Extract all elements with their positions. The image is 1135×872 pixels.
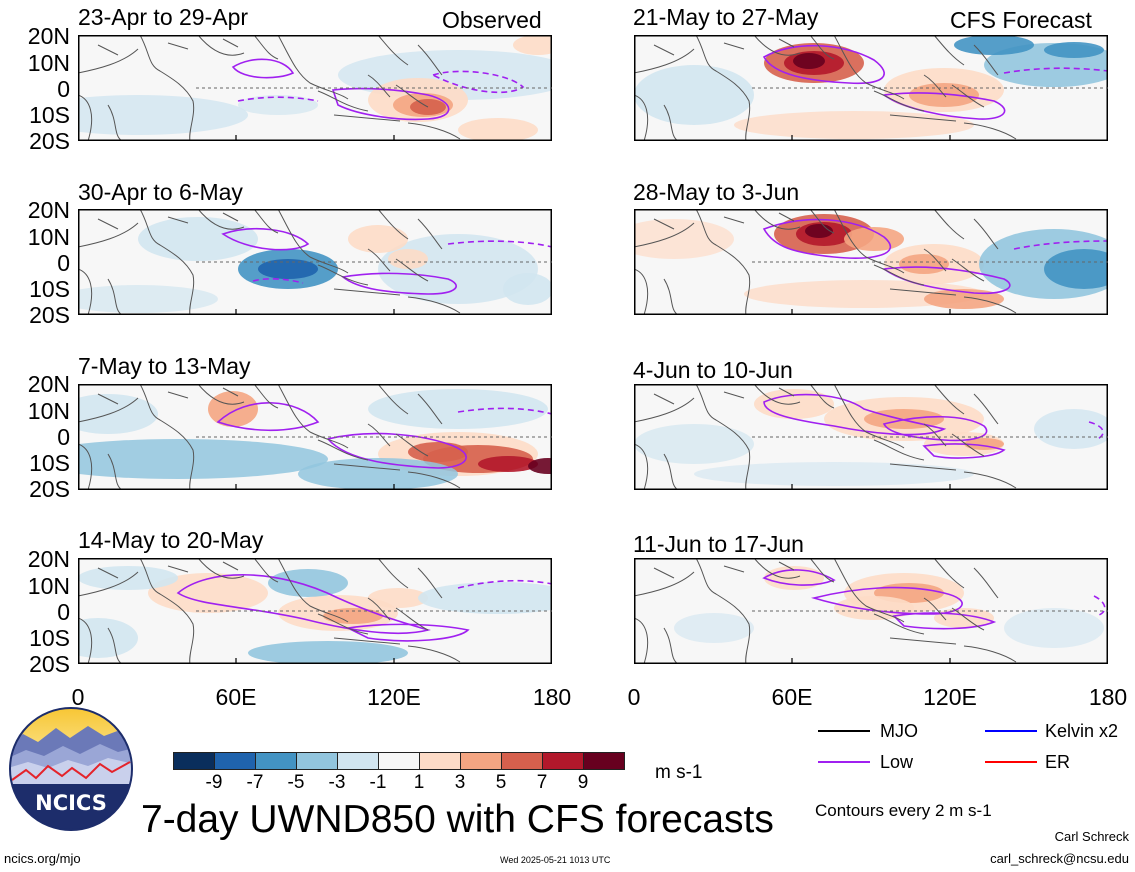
panel-title-2: 30-Apr to 6-May xyxy=(78,179,243,205)
lat-label: 10S xyxy=(29,276,70,302)
lat-label: 20N xyxy=(27,546,70,572)
map-panel-observed-3 xyxy=(78,384,552,490)
footer-author: Carl Schreck xyxy=(1054,829,1129,844)
legend-label-mjo: MJO xyxy=(880,721,918,741)
colorbar-label: -9 xyxy=(205,772,223,793)
colorbar-swatch xyxy=(173,752,215,770)
main-title: 7-day UWND850 with CFS forecasts xyxy=(141,798,774,841)
footer-timestamp: Wed 2025-05-21 1013 UTC xyxy=(500,855,611,865)
panel-title-3: 7-May to 13-May xyxy=(78,353,251,379)
colorbar-label: -1 xyxy=(369,772,387,793)
lat-label: 20S xyxy=(29,651,70,677)
lat-label: 0 xyxy=(57,424,70,450)
lon-label: 60E xyxy=(215,684,257,710)
legend-label-kelvin: Kelvin x2 xyxy=(1045,721,1119,741)
colorbar-swatch xyxy=(583,752,625,770)
lat-label: 0 xyxy=(57,599,70,625)
colorbar-swatch xyxy=(255,752,297,770)
panel-title-8: 11-Jun to 17-Jun xyxy=(633,531,804,557)
legend-label-er: ER xyxy=(1045,752,1071,772)
lat-label: 20S xyxy=(29,476,70,502)
footer-url[interactable]: ncics.org/mjo xyxy=(4,851,81,866)
legend-swatch-low xyxy=(818,761,870,763)
colorbar-label: -7 xyxy=(246,772,264,793)
colorbar-swatch xyxy=(214,752,256,770)
lat-label: 0 xyxy=(57,250,70,276)
legend-swatch-kelvin xyxy=(985,730,1037,732)
colorbar-label: 9 xyxy=(577,772,589,793)
observed-label: Observed xyxy=(442,7,542,33)
panel-title-5: 21-May to 27-May xyxy=(633,4,819,30)
lat-label: 10N xyxy=(27,573,70,599)
lat-label: 10N xyxy=(27,224,70,250)
legend-swatch-er xyxy=(985,761,1037,763)
colorbar-label: -5 xyxy=(287,772,305,793)
lat-label: 10S xyxy=(29,102,70,128)
colorbar-swatch xyxy=(337,752,379,770)
ncics-logo-icon: NCICS xyxy=(9,707,133,831)
colorbar-label: -3 xyxy=(328,772,346,793)
lon-label: 60E xyxy=(771,684,813,710)
logo-text: NCICS xyxy=(35,791,107,815)
lon-label: 0 xyxy=(627,684,641,710)
lat-label: 20N xyxy=(27,197,70,223)
lat-label: 10S xyxy=(29,450,70,476)
panel-title-7: 4-Jun to 10-Jun xyxy=(633,357,793,383)
lat-label: 10N xyxy=(27,398,70,424)
lat-label: 10S xyxy=(29,625,70,651)
map-panel-observed-4 xyxy=(78,558,552,664)
map-panel-observed-1 xyxy=(78,35,552,141)
lat-label: 20S xyxy=(29,128,70,154)
colorbar-label: 1 xyxy=(413,772,425,793)
lon-label: 120E xyxy=(923,684,977,710)
panel-title-6: 28-May to 3-Jun xyxy=(633,179,800,205)
map-panel-forecast-2 xyxy=(634,209,1108,315)
footer-email[interactable]: carl_schreck@ncsu.edu xyxy=(990,851,1129,866)
lon-label: 0 xyxy=(71,684,85,710)
map-panel-forecast-4 xyxy=(634,558,1108,664)
lat-label: 10N xyxy=(27,50,70,76)
map-panel-forecast-1 xyxy=(634,35,1108,141)
lon-label: 120E xyxy=(367,684,421,710)
legend-swatch-mjo xyxy=(818,730,870,732)
colorbar-swatch xyxy=(378,752,420,770)
colorbar-swatch xyxy=(296,752,338,770)
colorbar-swatch xyxy=(460,752,502,770)
contour-note: Contours every 2 m s-1 xyxy=(815,801,992,820)
ncics-logo: NCICS xyxy=(8,706,134,832)
colorbar-swatch xyxy=(501,752,543,770)
colorbar-label: 3 xyxy=(454,772,466,793)
panel-title-4: 14-May to 20-May xyxy=(78,527,264,553)
map-panel-forecast-3 xyxy=(634,384,1108,490)
colorbar-swatch xyxy=(542,752,584,770)
lon-label: 180 xyxy=(532,684,572,710)
lat-label: 0 xyxy=(57,76,70,102)
panel-title-1: 23-Apr to 29-Apr xyxy=(78,4,249,30)
map-panel-observed-2 xyxy=(78,209,552,315)
colorbar-swatch xyxy=(419,752,461,770)
lat-label: 20N xyxy=(27,371,70,397)
colorbar-units: m s-1 xyxy=(655,762,703,783)
legend-label-low: Low xyxy=(880,752,914,772)
colorbar-label: 7 xyxy=(536,772,548,793)
lon-label: 180 xyxy=(1088,684,1128,710)
cfs-forecast-label: CFS Forecast xyxy=(950,7,1092,33)
lat-label: 20N xyxy=(27,23,70,49)
colorbar-label: 5 xyxy=(495,772,507,793)
lat-label: 20S xyxy=(29,302,70,328)
